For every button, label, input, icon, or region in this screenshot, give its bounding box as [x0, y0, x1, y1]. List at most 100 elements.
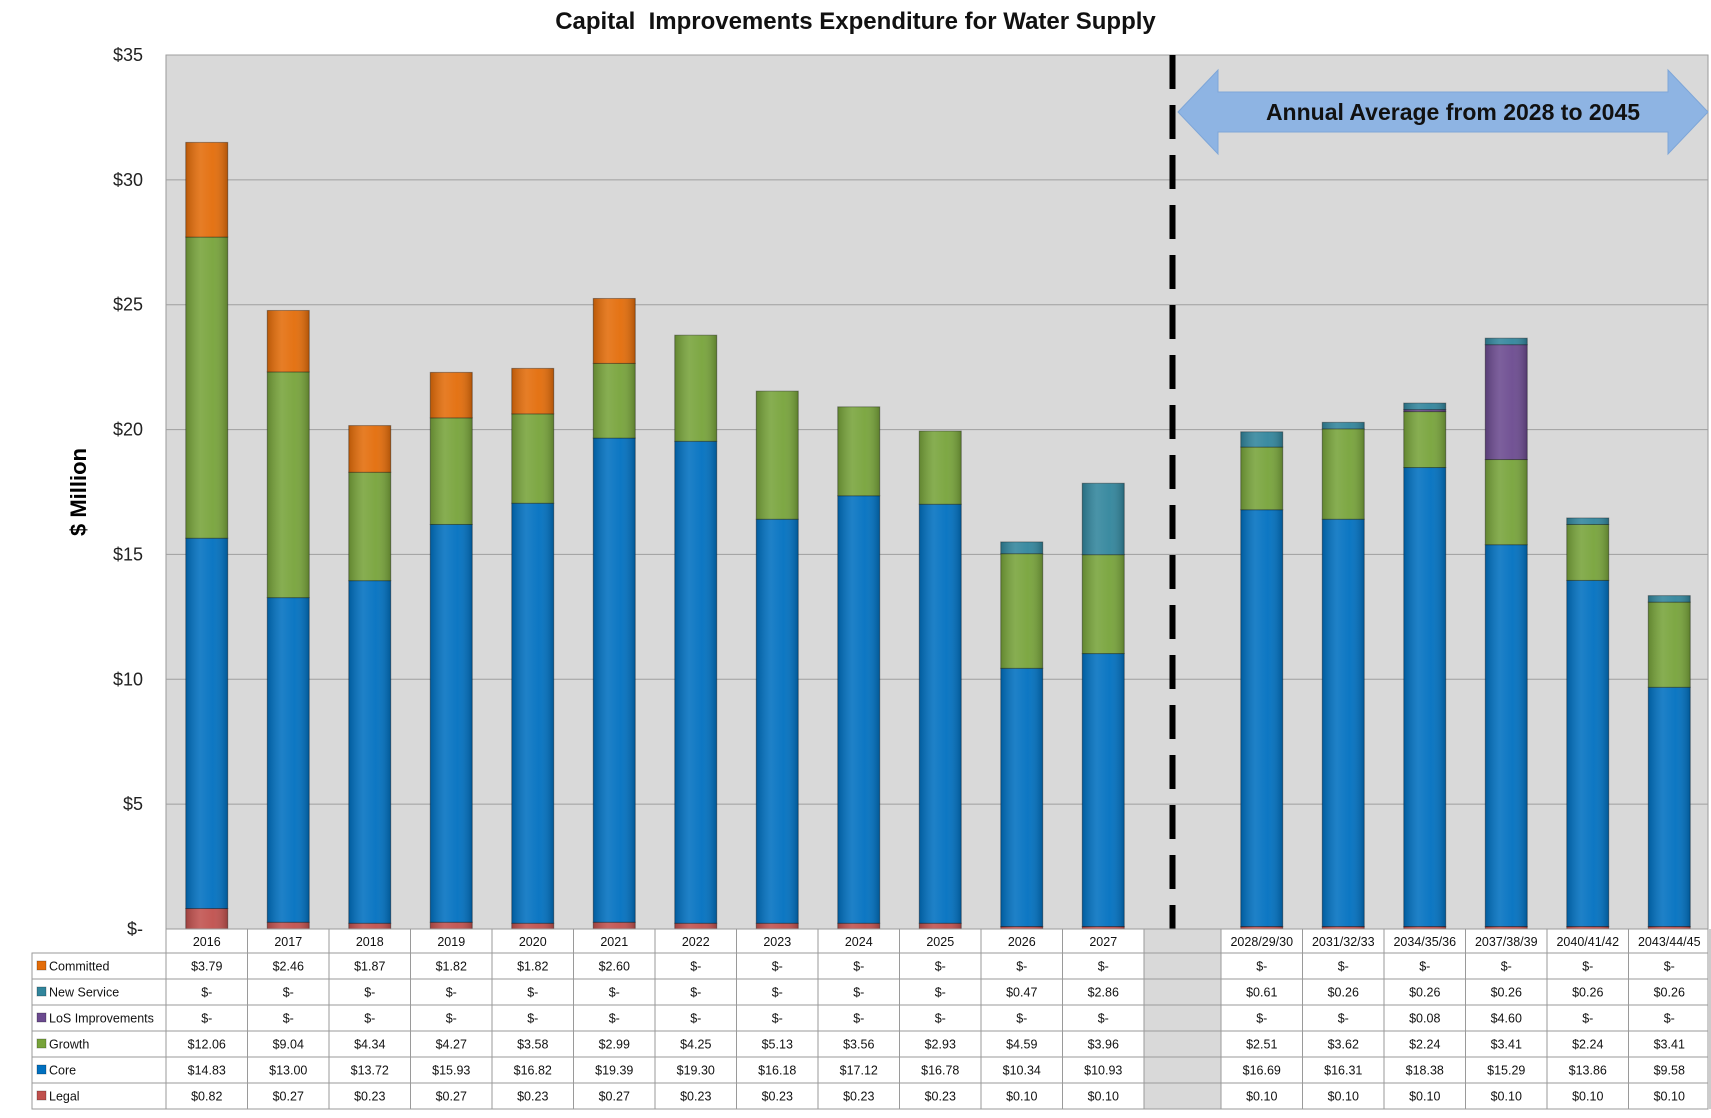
data-label: $2.99 — [599, 1038, 630, 1052]
data-label: $- — [1501, 960, 1512, 974]
data-label: $- — [283, 986, 294, 1000]
chart-title: Capital Improvements Expenditure for Wat… — [555, 8, 1156, 35]
bar-shine-los-improvements — [1485, 344, 1528, 460]
bar-shine-core — [837, 495, 880, 924]
bar-shine-legal — [1000, 926, 1043, 929]
x-tick-label: 2040/41/42 — [1556, 935, 1619, 949]
data-label: $2.46 — [273, 960, 304, 974]
data-label: $- — [1582, 960, 1593, 974]
y-tick-label: $15 — [113, 544, 143, 564]
legend-swatch — [36, 1064, 47, 1075]
bar-shine-committed — [267, 310, 310, 372]
legend-swatch — [36, 1090, 47, 1101]
bar-shine-legal — [1566, 926, 1609, 929]
legend-swatch — [36, 986, 47, 997]
legend-label: New Service — [49, 986, 119, 1000]
legend-swatch — [36, 960, 47, 971]
bar-shine-legal — [919, 923, 962, 929]
data-label: $4.25 — [680, 1038, 711, 1052]
bar-shine-growth — [593, 363, 636, 439]
annotation-layer: Annual Average from 2028 to 2045 — [1169, 55, 1709, 929]
legend-label: Legal — [49, 1090, 80, 1104]
data-label: $3.56 — [843, 1038, 874, 1052]
data-label: $13.00 — [269, 1064, 307, 1078]
bar-shine-growth — [511, 413, 554, 504]
legend-swatch — [36, 1038, 47, 1049]
data-label: $5.13 — [762, 1038, 793, 1052]
x-tick-label: 2025 — [926, 935, 954, 949]
bar-shine-growth — [1648, 602, 1691, 688]
bar-shine-new-service — [1000, 541, 1043, 554]
bar-shine-core — [267, 597, 310, 923]
bar-shine-core — [185, 538, 228, 909]
data-label: $- — [935, 960, 946, 974]
x-tick-label: 2028/29/30 — [1230, 935, 1293, 949]
bar-shine-legal — [674, 923, 717, 929]
bar-shine-core — [593, 438, 636, 923]
bar-shine-growth — [837, 406, 880, 496]
data-label: $16.82 — [514, 1064, 552, 1078]
data-label: $0.10 — [1654, 1090, 1685, 1104]
data-label: $0.23 — [354, 1090, 385, 1104]
bar-shine-new-service — [1403, 403, 1446, 410]
data-label: $12.06 — [188, 1038, 226, 1052]
y-axis-label: $ Million — [66, 448, 91, 536]
data-label: $- — [1338, 960, 1349, 974]
bar-shine-legal — [1485, 926, 1528, 929]
data-label: $0.26 — [1572, 986, 1603, 1000]
y-tick-label: $- — [127, 919, 143, 939]
y-tick-label: $30 — [113, 170, 143, 190]
data-label: $- — [690, 1012, 701, 1026]
bar-shine-legal — [348, 923, 391, 929]
data-label: $4.59 — [1006, 1038, 1037, 1052]
data-label: $10.93 — [1084, 1064, 1122, 1078]
data-label: $4.34 — [354, 1038, 385, 1052]
y-tick-label: $25 — [113, 295, 143, 315]
bar-shine-core — [1648, 687, 1691, 927]
bar-shine-growth — [1000, 553, 1043, 669]
data-label: $- — [1098, 960, 1109, 974]
data-label: $- — [853, 1012, 864, 1026]
data-label: $- — [1664, 1012, 1675, 1026]
legend-label: Growth — [49, 1038, 89, 1052]
x-tick-label: 2027 — [1089, 935, 1117, 949]
bar-shine-core — [1000, 668, 1043, 927]
bar-shine-los-improvements — [1403, 409, 1446, 412]
bar-shine-new-service — [1240, 431, 1283, 448]
table-gap-cell — [1144, 929, 1221, 1109]
bars-layer — [185, 141, 1691, 930]
x-tick-label: 2024 — [845, 935, 873, 949]
bar-shine-growth — [674, 335, 717, 442]
data-label: $- — [364, 1012, 375, 1026]
data-label: $2.24 — [1572, 1038, 1603, 1052]
x-tick-label: 2017 — [274, 935, 302, 949]
data-label: $- — [772, 1012, 783, 1026]
data-label: $- — [1256, 1012, 1267, 1026]
bar-shine-legal — [1240, 926, 1283, 929]
bar-shine-growth — [267, 371, 310, 598]
bar-shine-legal — [837, 923, 880, 929]
data-label: $0.27 — [599, 1090, 630, 1104]
data-label: $19.39 — [595, 1064, 633, 1078]
data-label: $0.10 — [1328, 1090, 1359, 1104]
bar-shine-core — [1403, 467, 1446, 927]
x-tick-label: 2034/35/36 — [1393, 935, 1456, 949]
data-label: $0.10 — [1491, 1090, 1522, 1104]
data-label: $3.58 — [517, 1038, 548, 1052]
data-label: $3.41 — [1654, 1038, 1685, 1052]
data-label: $- — [283, 1012, 294, 1026]
bar-shine-legal — [1082, 926, 1125, 929]
bar-shine-legal — [430, 922, 473, 929]
bar-shine-committed — [511, 368, 554, 414]
data-label: $- — [1016, 1012, 1027, 1026]
data-label: $0.10 — [1409, 1090, 1440, 1104]
data-label: $13.72 — [351, 1064, 389, 1078]
legend-label: Core — [49, 1064, 76, 1078]
data-label: $3.62 — [1328, 1038, 1359, 1052]
data-label: $- — [1419, 960, 1430, 974]
bar-shine-new-service — [1082, 483, 1125, 555]
bar-shine-growth — [185, 237, 228, 539]
data-label: $0.10 — [1572, 1090, 1603, 1104]
x-tick-label: 2023 — [763, 935, 791, 949]
bar-shine-core — [919, 504, 962, 924]
